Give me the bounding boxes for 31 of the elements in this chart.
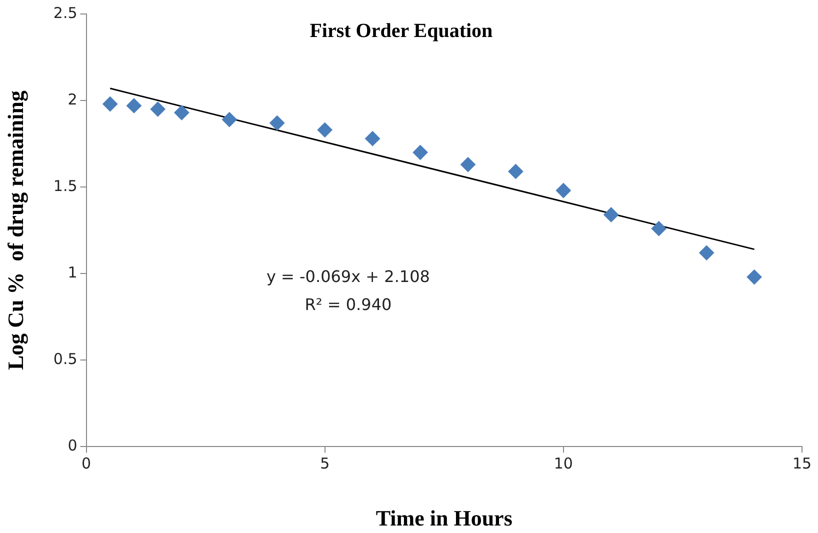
y-tick-label: 0.5 — [53, 350, 78, 368]
point — [604, 207, 619, 222]
annotation: y = -0.069x + 2.108 — [266, 267, 430, 286]
x-tick-label: 10 — [554, 454, 573, 472]
y-tick-label: 1 — [68, 263, 78, 282]
y-tick-label: 2.5 — [53, 4, 78, 22]
point — [365, 131, 380, 146]
point — [126, 98, 142, 114]
chart-title: First Order Equation — [310, 20, 493, 42]
x-tick-label: 0 — [81, 454, 92, 472]
y-tick-label: 1.5 — [53, 176, 78, 195]
x-axis-title: Time in Hours — [376, 505, 513, 530]
point — [222, 112, 237, 128]
y-tick-label: 0 — [68, 436, 78, 454]
point — [317, 122, 332, 138]
x-tick-label: 15 — [792, 454, 812, 472]
point — [150, 102, 166, 117]
point — [699, 245, 714, 260]
point — [746, 270, 762, 285]
point — [412, 144, 428, 160]
y-tick-label: 2 — [68, 90, 78, 108]
annotation: R² = 0.940 — [304, 295, 392, 314]
y-axis-title: Log Cu % of drug remaining — [2, 90, 28, 370]
point — [651, 221, 666, 236]
point — [556, 183, 571, 198]
point — [508, 164, 524, 179]
point — [174, 105, 190, 120]
point — [460, 157, 476, 172]
point — [270, 116, 285, 131]
x-tick-label: 5 — [320, 454, 330, 472]
point — [102, 96, 118, 112]
